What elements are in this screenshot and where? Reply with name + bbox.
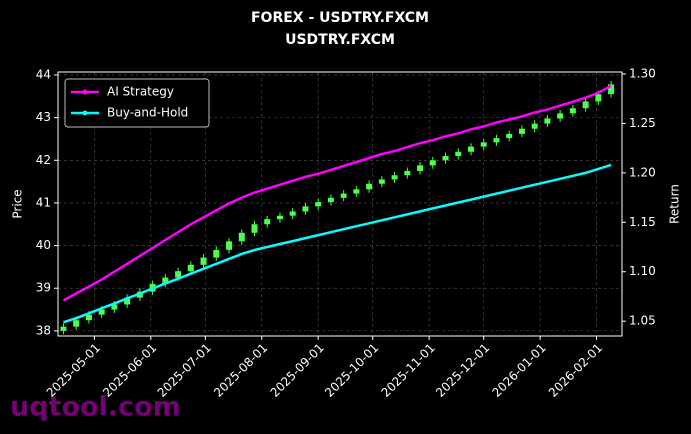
candle-body xyxy=(213,249,220,258)
candle-body xyxy=(417,165,424,171)
candle-body xyxy=(264,219,271,225)
candle-body xyxy=(124,297,131,305)
y-tick-label: 38 xyxy=(36,323,51,337)
candle-body xyxy=(175,271,182,278)
plot-frame xyxy=(57,71,623,337)
candle-body xyxy=(378,179,385,184)
series-line xyxy=(62,84,612,302)
candle-body xyxy=(531,123,538,129)
candle-body xyxy=(98,309,105,315)
y2-tick-label: 1.15 xyxy=(629,215,656,229)
y-tick-label: 43 xyxy=(36,110,51,124)
candle-body xyxy=(327,197,334,203)
legend: AI Strategy Buy-and-Hold xyxy=(64,78,210,128)
candle-body xyxy=(595,94,602,102)
legend-label: Buy-and-Hold xyxy=(107,106,188,120)
chart-title: FOREX - USDTRY.FXCM xyxy=(251,10,429,26)
y-tick-label: 42 xyxy=(36,153,51,167)
candle-body xyxy=(162,277,169,284)
candle-body xyxy=(582,101,589,109)
candle-body xyxy=(111,304,118,310)
candle-body xyxy=(85,314,92,321)
legend-marker xyxy=(82,89,88,95)
candle-body xyxy=(238,232,245,242)
candle-body xyxy=(518,128,525,134)
y-axis-label: Price xyxy=(11,189,25,218)
candle-body xyxy=(340,193,347,198)
candle-body xyxy=(200,257,207,265)
legend-box xyxy=(64,78,210,128)
candle-body xyxy=(493,138,500,143)
y-tick-label: 40 xyxy=(36,238,51,252)
chart-subtitle: USDTRY.FXCM xyxy=(285,32,395,48)
candle-body xyxy=(73,320,80,327)
candle-body xyxy=(506,133,513,139)
watermark: uqtool.com xyxy=(10,392,181,423)
candle-body xyxy=(455,151,462,157)
candle-body xyxy=(467,146,474,152)
candle-body xyxy=(429,160,436,166)
legend-label: AI Strategy xyxy=(107,85,174,99)
candle-body xyxy=(404,170,411,176)
y2-tick-label: 1.10 xyxy=(629,264,656,278)
y2-tick-label: 1.20 xyxy=(629,165,656,179)
candle-body xyxy=(276,215,283,220)
y-tick-label: 41 xyxy=(36,195,51,209)
candle-body xyxy=(289,211,296,216)
candle-body xyxy=(569,108,576,114)
candle-body xyxy=(315,202,322,207)
y2-axis-label: Return xyxy=(668,184,682,224)
y2-tick-label: 1.25 xyxy=(629,116,656,130)
candle-body xyxy=(480,142,487,147)
legend-marker xyxy=(82,110,88,116)
y2-tick-label: 1.05 xyxy=(629,314,656,328)
y-tick-label: 44 xyxy=(36,67,51,81)
candle-body xyxy=(442,156,449,161)
candle-body xyxy=(544,118,551,124)
candle-body xyxy=(60,326,67,331)
y-tick-label: 39 xyxy=(36,281,51,295)
candle-body xyxy=(366,183,373,190)
series-line xyxy=(63,163,612,324)
candle-body xyxy=(302,206,309,212)
candle-body xyxy=(251,224,258,233)
candle-body xyxy=(557,113,564,119)
candle-body xyxy=(226,241,233,250)
candle-body xyxy=(608,84,615,95)
candle-body xyxy=(353,189,360,194)
candle-body xyxy=(187,264,194,272)
y2-tick-label: 1.30 xyxy=(629,66,656,80)
candle-body xyxy=(391,175,398,180)
